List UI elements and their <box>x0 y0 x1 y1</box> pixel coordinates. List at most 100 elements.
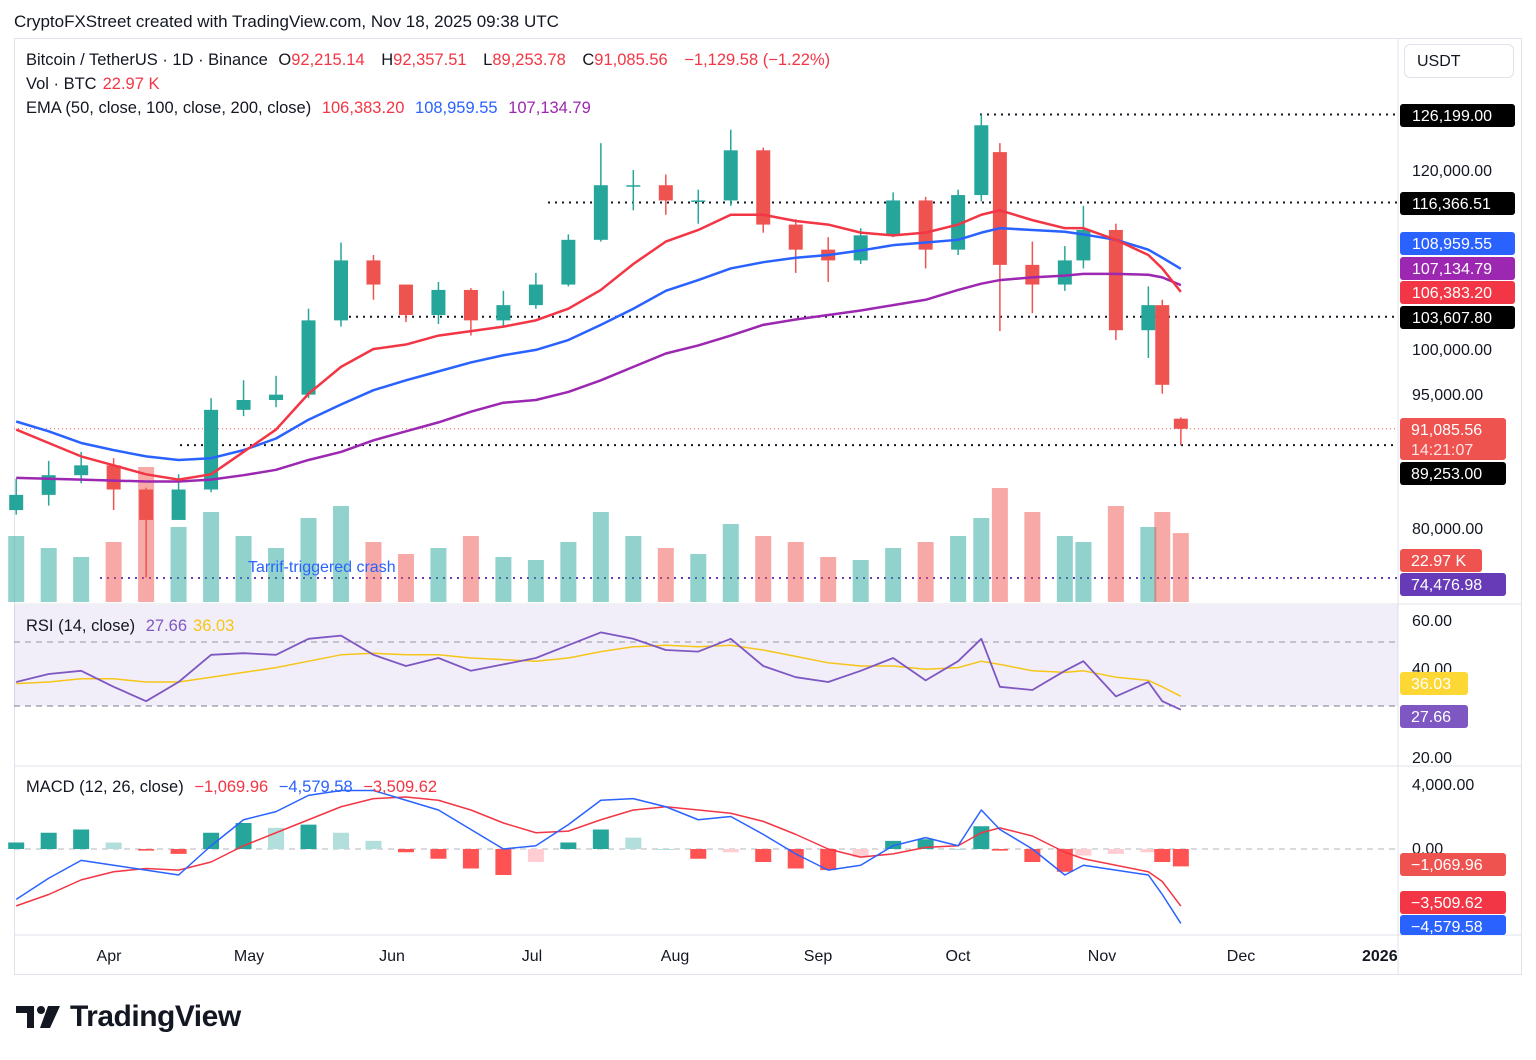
volume-bar <box>1024 512 1041 602</box>
macd-histogram-bar <box>235 823 252 849</box>
candle-body <box>1173 418 1188 429</box>
candle-body <box>626 185 641 187</box>
candle-body <box>74 465 89 476</box>
svg-text:108,959.55: 108,959.55 <box>1412 236 1492 253</box>
ohlc-close: C91,085.56 <box>582 51 668 69</box>
volume-bar <box>1075 542 1092 602</box>
macd-label: MACD (12, 26, close) <box>26 778 184 796</box>
ohlc-open: O92,215.14 <box>278 51 365 69</box>
candle-body <box>334 260 348 321</box>
candle-body <box>1155 305 1170 385</box>
rsi-value: 27.66 <box>145 617 188 635</box>
macd-histogram-bar <box>1075 849 1092 856</box>
macd-signal-line <box>15 796 1182 907</box>
volume-bar <box>950 536 967 602</box>
svg-text:74,476.98: 74,476.98 <box>1411 577 1482 594</box>
svg-text:14:21:07: 14:21:07 <box>1411 442 1473 459</box>
volume-label: Vol · BTC <box>26 75 97 93</box>
volume-bar <box>820 557 837 602</box>
svg-text:106,383.20: 106,383.20 <box>1412 285 1492 302</box>
candle-body <box>658 185 673 201</box>
macd-histogram-bar <box>300 824 317 849</box>
volume-bar <box>495 557 512 602</box>
annotation-text[interactable]: Tarrif-triggered crash <box>248 559 396 576</box>
ohlc-high: H92,357.51 <box>381 51 467 69</box>
candle-body <box>723 150 738 201</box>
candle-body <box>301 320 316 395</box>
tradingview-logo[interactable]: TradingView <box>16 1000 241 1034</box>
ema200-line <box>16 272 1182 483</box>
svg-text:107,134.79: 107,134.79 <box>1412 261 1492 278</box>
rsi-tick: 20.00 <box>1412 750 1452 767</box>
rsi-legend[interactable]: RSI (14, close) 27.66 36.03 <box>26 617 240 636</box>
macd-legend[interactable]: MACD (12, 26, close) −1,069.96 −4,579.58… <box>26 778 443 797</box>
price-tick: 100,000.00 <box>1412 342 1492 359</box>
macd-histogram-bar <box>73 829 90 849</box>
candle-body <box>463 289 478 321</box>
volume-bar <box>973 518 990 602</box>
credit-text: CryptoFXStreet created with TradingView.… <box>14 12 559 31</box>
macd-histogram-bar <box>1056 849 1073 872</box>
time-tick: Jun <box>379 948 405 965</box>
volume-bar <box>365 542 382 602</box>
macd-histogram-bar <box>1172 849 1189 867</box>
badge-ema50: 106,383.20 <box>1400 281 1515 304</box>
candle-body <box>366 260 381 285</box>
volume-bar <box>722 524 739 602</box>
volume-bar <box>235 536 252 602</box>
currency-button[interactable]: USDT <box>1404 44 1514 78</box>
candle-body <box>496 305 511 321</box>
time-tick: Aug <box>661 948 689 965</box>
price-tick: 95,000.00 <box>1412 387 1483 404</box>
time-tick: Dec <box>1227 948 1255 965</box>
badge-macd: −4,579.58 <box>1400 915 1506 936</box>
svg-text:89,253.00: 89,253.00 <box>1411 466 1482 483</box>
candle-body <box>974 125 989 196</box>
candle-body <box>204 409 219 490</box>
candle-body <box>236 400 251 410</box>
macd-histogram-bar <box>1154 849 1171 862</box>
macd-histogram-bar <box>8 842 25 849</box>
candle-body <box>431 289 446 315</box>
macd-histogram-bar <box>820 849 837 871</box>
volume-bar <box>268 548 285 602</box>
macd-hist-value: −1,069.96 <box>194 778 269 796</box>
svg-text:−4,579.58: −4,579.58 <box>1411 919 1483 936</box>
badge-volume: 22.97 K <box>1400 549 1482 572</box>
macd-histogram-bar <box>1107 849 1124 854</box>
candle-body <box>886 200 901 236</box>
time-tick: Apr <box>97 948 123 965</box>
macd-histogram-bar <box>917 839 934 849</box>
ema-legend[interactable]: EMA (50, close, 100, close, 200, close) … <box>26 99 597 118</box>
volume-bar <box>40 548 57 602</box>
volume-bar <box>333 506 349 602</box>
svg-text:−3,509.62: −3,509.62 <box>1411 895 1483 912</box>
macd-histogram-bar <box>527 849 544 862</box>
candle-body <box>951 195 966 250</box>
macd-histogram-bar <box>592 829 609 849</box>
candle-body <box>561 239 576 285</box>
volume-bar <box>8 536 25 602</box>
volume-bar <box>1107 506 1124 602</box>
volume-legend[interactable]: Vol · BTC 22.97 K <box>26 75 166 94</box>
time-tick: Sep <box>804 948 833 965</box>
macd-histogram-bar <box>365 840 382 849</box>
time-tick: Oct <box>946 948 971 965</box>
macd-histogram-bar <box>1024 849 1041 862</box>
badge-high: 126,199.00 <box>1400 104 1515 127</box>
corner <box>1399 936 1521 974</box>
candle-body <box>1025 264 1040 285</box>
svg-text:103,607.80: 103,607.80 <box>1412 310 1492 327</box>
ema200-value: 107,134.79 <box>508 99 591 117</box>
macd-histogram-bar <box>950 849 967 850</box>
macd-histogram-bar <box>397 849 414 853</box>
rsi-band <box>14 642 1398 706</box>
volume-bar <box>917 542 934 602</box>
price-change: −1,129.58 (−1.22%) <box>684 51 831 69</box>
symbol-name[interactable]: Bitcoin / TetherUS · 1D · Binance <box>26 51 268 69</box>
macd-histogram-bar <box>991 849 1008 851</box>
volume-bar <box>625 536 642 602</box>
ohlc-low: L89,253.78 <box>483 51 566 69</box>
volume-bar <box>852 560 869 602</box>
